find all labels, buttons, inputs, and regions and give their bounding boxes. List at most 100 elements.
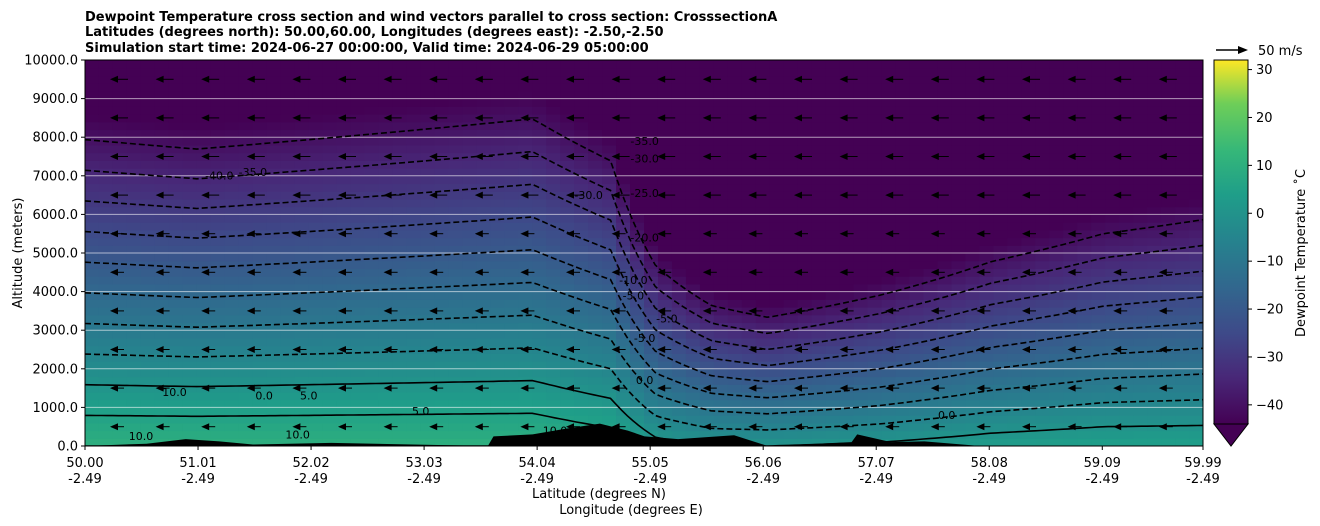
- field-cell: [196, 222, 212, 231]
- wind-vector-head: [1113, 307, 1122, 315]
- field-cell: [406, 121, 421, 131]
- field-cell: [238, 198, 254, 208]
- field-cell: [546, 206, 561, 215]
- field-cell: [588, 260, 603, 270]
- field-cell: [1035, 260, 1050, 270]
- field-cell: [1007, 237, 1022, 246]
- field-cell: [811, 276, 827, 285]
- field-cell: [308, 106, 324, 115]
- field-cell: [462, 353, 477, 362]
- field-cell: [1175, 98, 1190, 107]
- field-cell: [825, 438, 841, 446]
- field-cell: [85, 229, 100, 239]
- field-cell: [853, 376, 869, 385]
- field-cell: [713, 129, 729, 138]
- field-cell: [546, 415, 561, 424]
- field-cell: [476, 214, 491, 223]
- field-cell: [1147, 168, 1162, 177]
- field-cell: [420, 191, 435, 200]
- field-cell: [755, 121, 771, 131]
- field-cell: [783, 399, 799, 408]
- field-cell: [741, 399, 757, 408]
- field-cell: [923, 384, 939, 393]
- field-cell: [1119, 175, 1134, 185]
- field-cell: [1133, 314, 1148, 324]
- field-cell: [937, 214, 953, 223]
- field-cell: [965, 415, 980, 424]
- field-cell: [769, 253, 785, 262]
- field-cell: [336, 222, 352, 231]
- field-cell: [839, 438, 855, 446]
- field-cell: [1035, 291, 1050, 300]
- field-cell: [755, 276, 771, 285]
- field-cell: [280, 415, 296, 424]
- field-cell: [1021, 129, 1036, 138]
- field-cell: [1091, 214, 1106, 223]
- wind-vector-head: [657, 114, 666, 122]
- field-cell: [420, 90, 435, 100]
- field-cell: [350, 137, 366, 146]
- field-cell: [1007, 121, 1022, 131]
- field-cell: [406, 67, 421, 77]
- field-cell: [1133, 198, 1148, 208]
- field-cell: [462, 152, 477, 161]
- field-cell: [168, 60, 184, 69]
- field-cell: [937, 376, 953, 385]
- field-cell: [1119, 129, 1134, 138]
- field-cell: [993, 237, 1008, 246]
- field-cell: [853, 183, 869, 192]
- field-cell: [308, 322, 324, 331]
- field-cell: [1161, 376, 1176, 385]
- field-cell: [112, 399, 128, 408]
- field-cell: [322, 430, 338, 439]
- field-cell: [644, 214, 659, 223]
- wind-vector-head: [611, 346, 620, 353]
- wind-vector-head: [611, 230, 620, 238]
- field-cell: [699, 407, 715, 416]
- field-cell: [965, 345, 980, 354]
- field-cell: [713, 314, 729, 324]
- field-cell: [685, 98, 701, 107]
- field-cell: [224, 229, 240, 239]
- field-cell: [448, 175, 463, 185]
- field-cell: [378, 407, 394, 416]
- field-cell: [1147, 183, 1162, 192]
- field-cell: [308, 198, 324, 208]
- field-cell: [210, 361, 226, 370]
- field-cell: [1049, 376, 1064, 385]
- field-cell: [574, 60, 589, 69]
- field-cell: [825, 322, 841, 331]
- field-cell: [951, 90, 967, 100]
- field-cell: [322, 175, 338, 185]
- field-cell: [937, 415, 953, 424]
- field-cell: [1175, 276, 1190, 285]
- field-cell: [588, 399, 603, 408]
- field-cell: [937, 183, 953, 192]
- field-cell: [797, 168, 813, 177]
- field-cell: [406, 314, 421, 324]
- field-cell: [406, 137, 421, 146]
- field-cell: [126, 75, 142, 84]
- field-cell: [322, 322, 338, 331]
- field-cell: [364, 391, 380, 401]
- field-cell: [769, 299, 785, 308]
- field-cell: [364, 206, 380, 215]
- field-cell: [140, 152, 156, 161]
- field-cell: [657, 160, 673, 169]
- field-cell: [1091, 438, 1106, 446]
- wind-vector-head: [201, 423, 210, 431]
- field-cell: [965, 183, 980, 192]
- field-cell: [280, 345, 296, 354]
- field-cell: [434, 121, 449, 131]
- wind-vector-head: [748, 230, 757, 238]
- field-cell: [937, 206, 953, 215]
- field-cell: [378, 60, 394, 69]
- field-cell: [406, 268, 421, 277]
- field-cell: [1147, 361, 1162, 370]
- field-cell: [1049, 160, 1064, 169]
- field-cell: [168, 399, 184, 408]
- y-tick-label: 6000.0: [33, 208, 79, 223]
- wind-vector-head: [748, 384, 757, 392]
- field-cell: [825, 83, 841, 92]
- field-cell: [280, 129, 296, 138]
